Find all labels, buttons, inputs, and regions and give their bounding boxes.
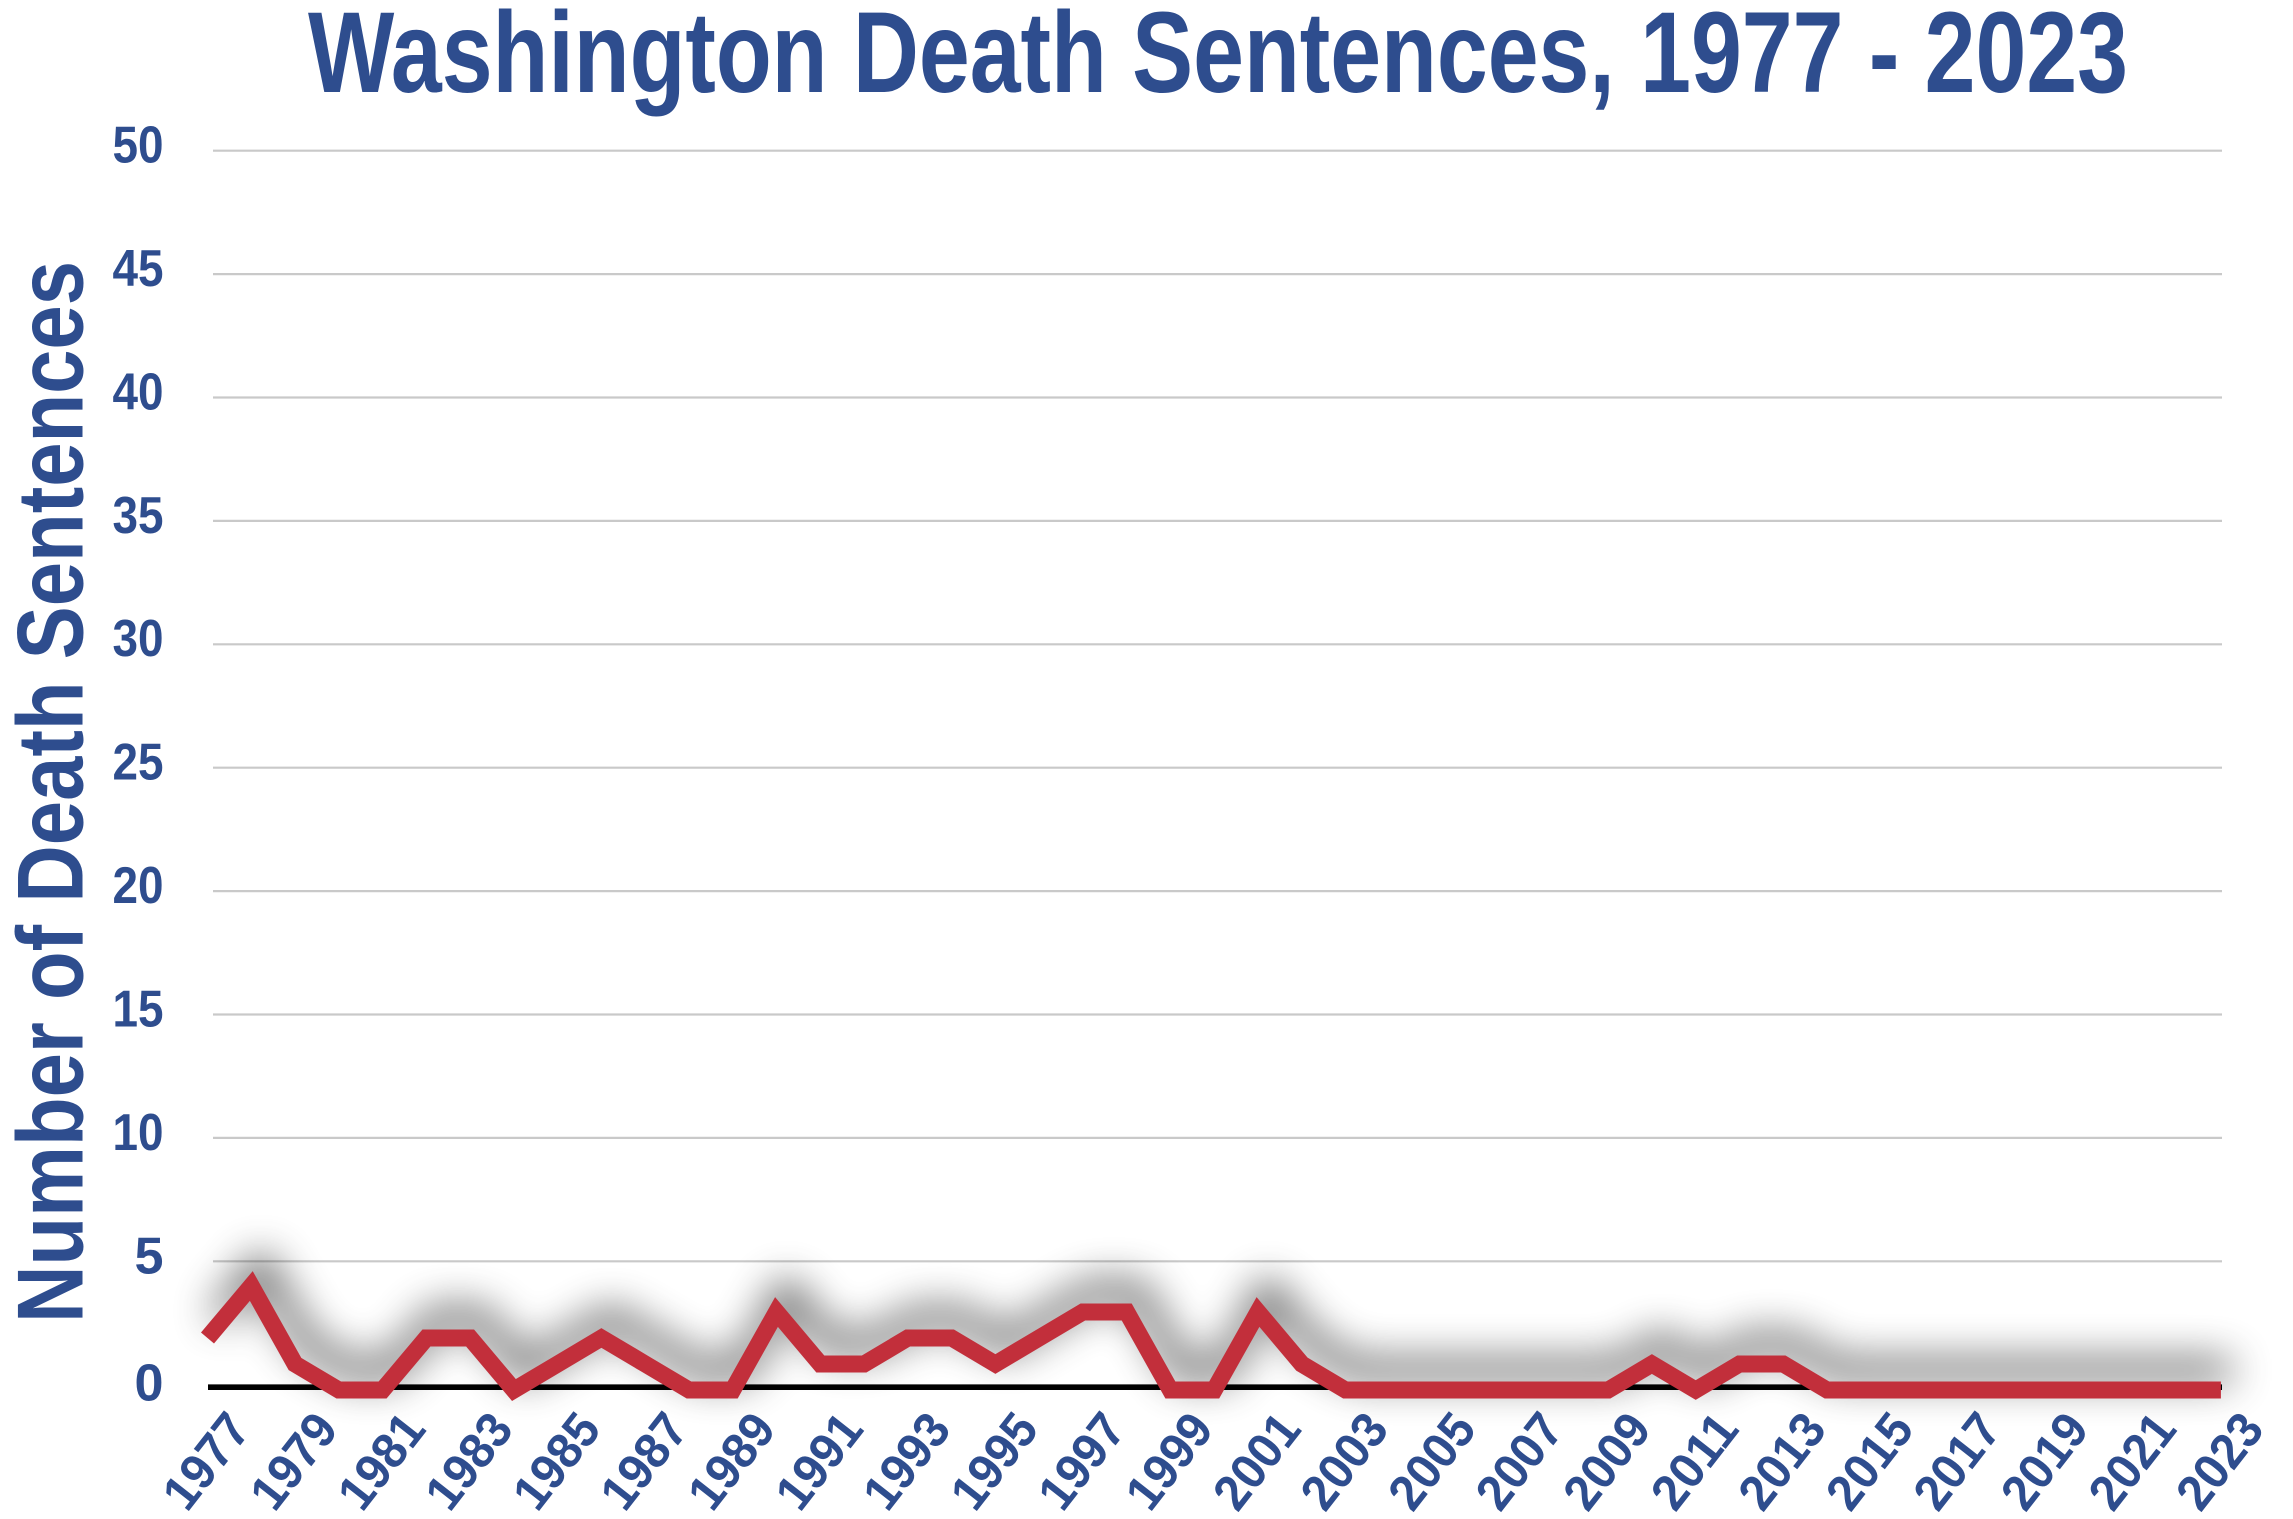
svg-text:20: 20: [113, 857, 164, 915]
svg-text:35: 35: [113, 487, 164, 545]
svg-text:10: 10: [113, 1104, 164, 1162]
svg-text:15: 15: [113, 981, 164, 1039]
svg-text:30: 30: [113, 610, 164, 668]
svg-text:0: 0: [135, 1355, 164, 1413]
svg-text:45: 45: [113, 240, 164, 298]
svg-text:5: 5: [135, 1227, 164, 1285]
svg-text:Washington Death Sentences, 19: Washington Death Sentences, 1977 - 2023: [308, 0, 2128, 117]
svg-text:50: 50: [113, 117, 164, 175]
svg-text:40: 40: [113, 363, 164, 421]
svg-text:Number of Death Sentences: Number of Death Sentences: [0, 261, 103, 1323]
svg-text:25: 25: [113, 734, 164, 792]
